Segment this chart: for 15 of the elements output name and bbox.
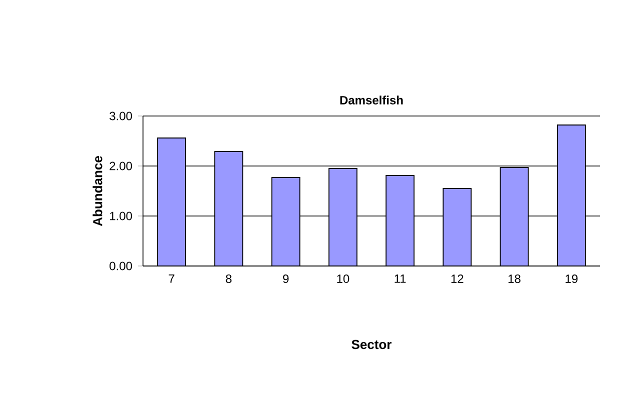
y-tick-label: 2.00 [110, 162, 132, 170]
chart-title: Damselfish [340, 96, 403, 104]
x-tick-label: 7 [168, 274, 174, 283]
y-tick-label: 1.00 [110, 212, 132, 220]
x-tick-label: 12 [451, 274, 464, 283]
x-tick-label: 10 [337, 274, 350, 284]
x-tick-label: 9 [283, 274, 289, 284]
y-axis-title: Abundance [92, 156, 102, 226]
x-axis-title: Sector [352, 340, 392, 350]
y-tick-label: 3.00 [110, 112, 132, 120]
x-tick-label: 8 [226, 274, 232, 284]
x-tick-label: 11 [394, 274, 406, 283]
x-tick-label: 19 [566, 274, 578, 284]
y-tick-label: 0.00 [110, 262, 132, 270]
x-tick-label: 18 [508, 274, 520, 284]
